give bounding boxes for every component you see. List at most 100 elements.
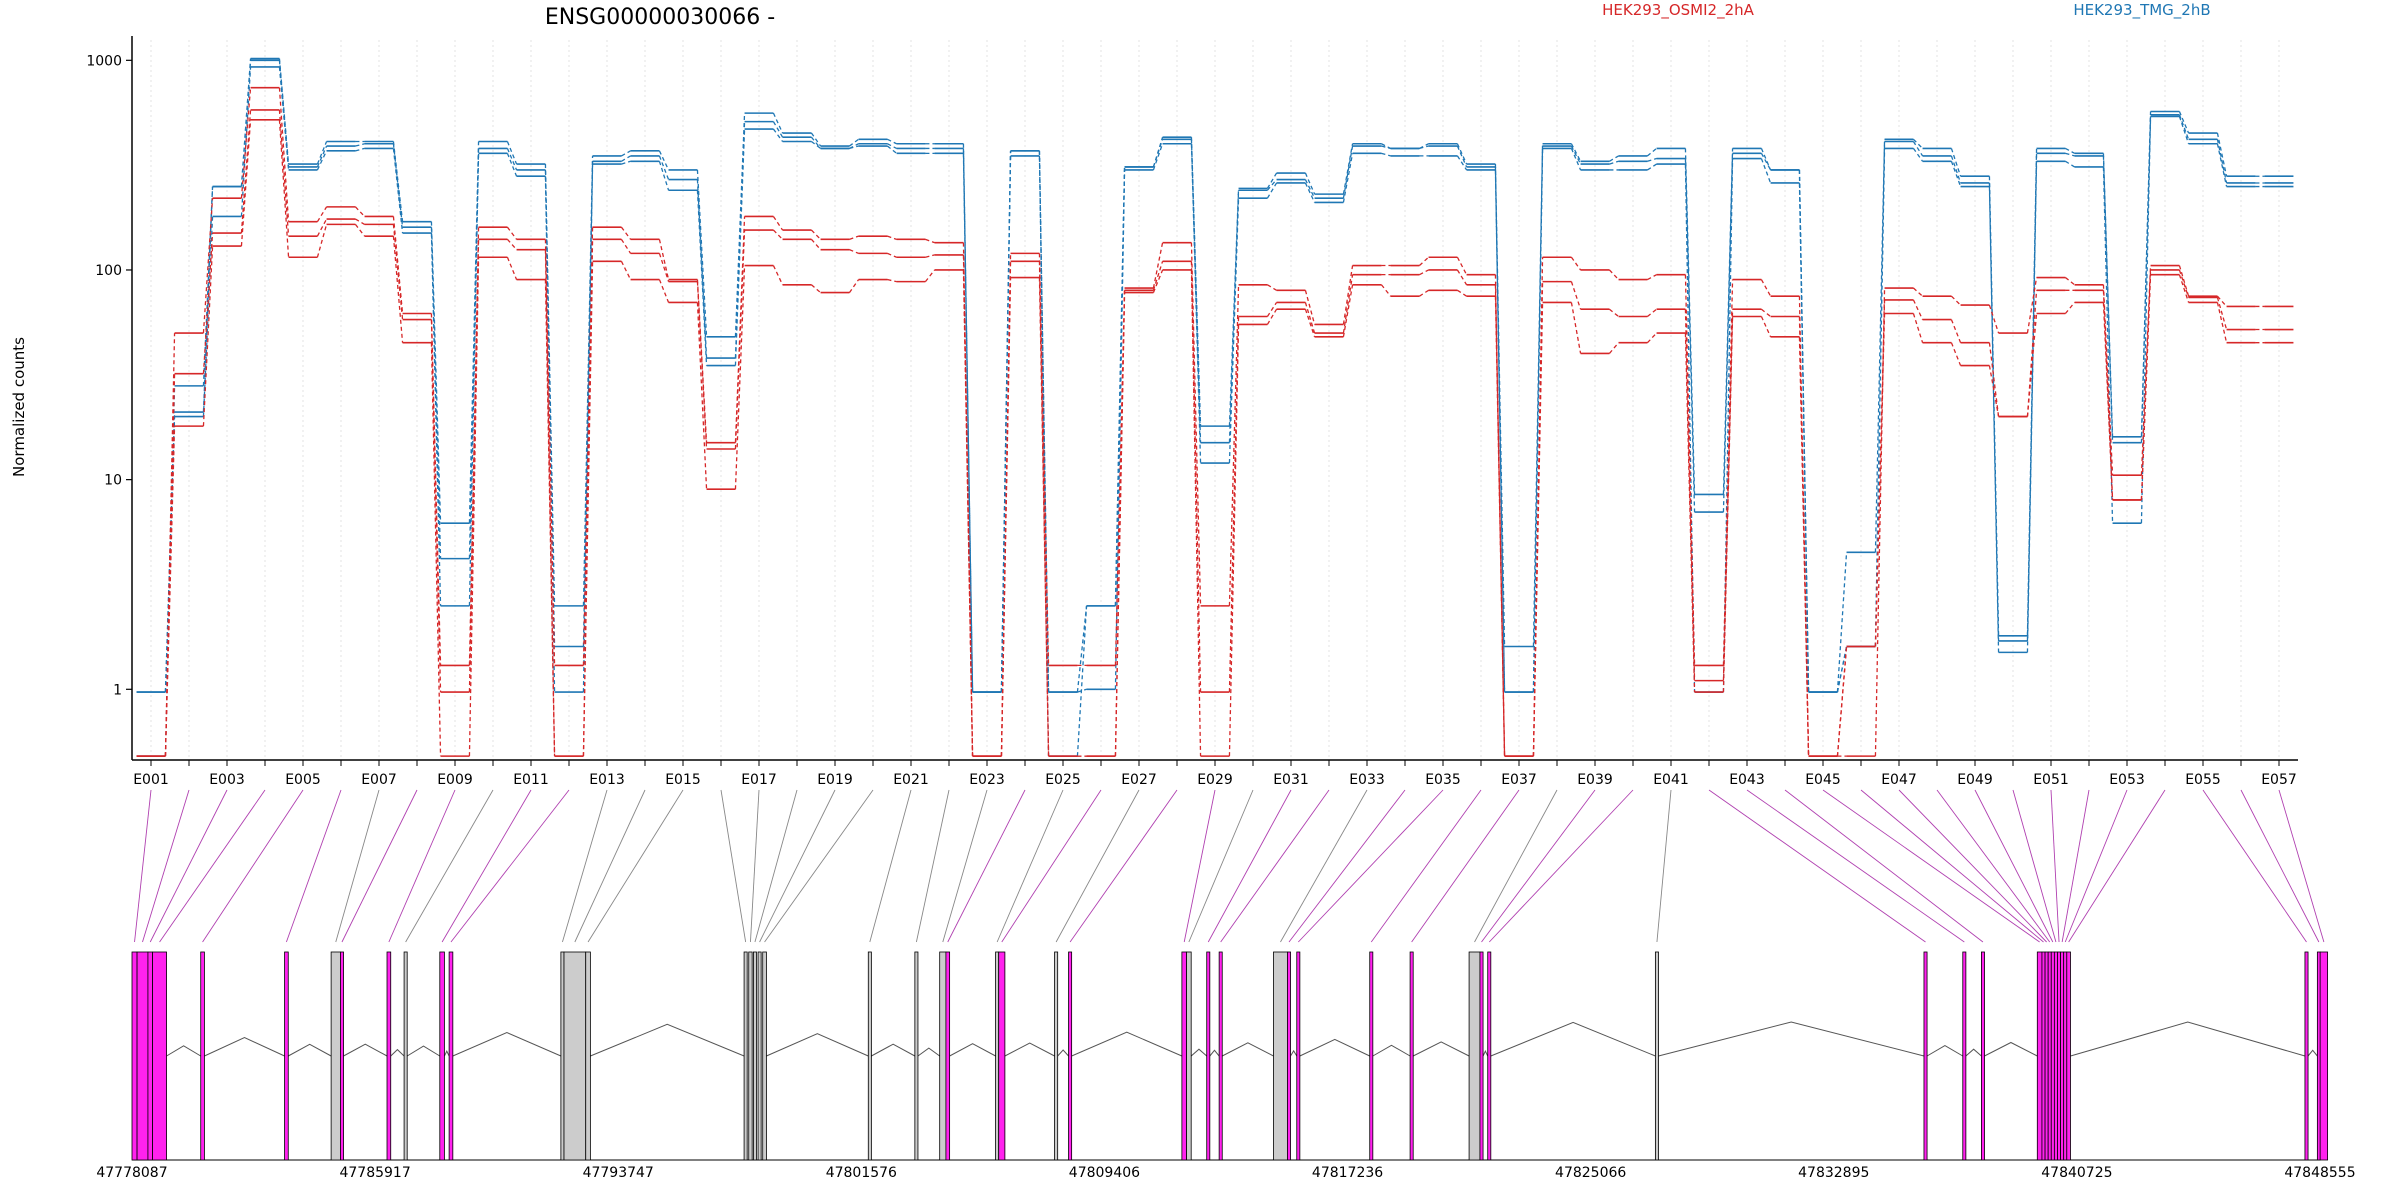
connector-E001 <box>134 789 152 943</box>
exon-box-E055 <box>2304 951 2309 1161</box>
exon-box-E047 <box>2044 951 2049 1161</box>
transition-HEK293_OSMI2_2hA-E017 <box>772 229 784 240</box>
intron-E042 <box>1926 1044 1964 1057</box>
exon-box-E013 <box>560 951 565 1161</box>
intron-E009 <box>390 1048 405 1057</box>
transition-HEK293_TMG_2hB-E041 <box>1684 158 1696 513</box>
transition-HEK293_OSMI2_2hA-E039 <box>1608 269 1620 281</box>
transition-HEK293_OSMI2_2hA-E013 <box>620 261 632 280</box>
transition-HEK293_TMG_2hB-E020 <box>887 138 897 145</box>
transition-HEK293_TMG_2hB-E030 <box>1266 172 1278 189</box>
transition-HEK293_TMG_2hB-E002 <box>202 186 214 386</box>
transition-HEK293_TMG_2hB-E048 <box>1950 155 1962 184</box>
exon-box-E034 <box>1287 951 1291 1161</box>
transition-HEK293_TMG_2hB-E046 <box>1874 139 1886 553</box>
exon-box-E006 <box>284 951 289 1161</box>
intron-E008 <box>343 1043 388 1057</box>
exon-box-E054 <box>2066 951 2071 1161</box>
exon-box-E031 <box>1206 951 1211 1161</box>
exon-box-E043 <box>1962 951 1967 1161</box>
exon-box-E053 <box>2063 951 2068 1161</box>
connector-E051 <box>2050 789 2060 943</box>
intron-E021 <box>871 1043 916 1057</box>
y-tick-label-10: 10 <box>104 473 122 489</box>
connector-E056 <box>2240 789 2320 943</box>
transition-HEK293_OSMI2_2hA-E029 <box>1228 284 1240 606</box>
intron-E010 <box>406 1045 441 1057</box>
connector-E038 <box>1474 789 1558 943</box>
exon-box-E032 <box>1218 951 1223 1161</box>
transition-HEK293_OSMI2_2hA-E040 <box>1647 308 1657 317</box>
coordinate-label-47817236: 47817236 <box>1312 1165 1383 1181</box>
transition-HEK293_TMG_2hB-E001 <box>164 416 176 693</box>
transition-HEK293_OSMI2_2hA-E017 <box>772 265 784 286</box>
transition-HEK293_OSMI2_2hA-E005 <box>316 218 328 237</box>
transition-HEK293_TMG_2hB-E023 <box>1000 150 1012 693</box>
transition-HEK293_TMG_2hB-E020 <box>887 145 897 154</box>
transition-HEK293_TMG_2hB-E008 <box>430 227 442 559</box>
transition-HEK293_OSMI2_2hA-E032 <box>1342 284 1354 337</box>
connector-E049 <box>1974 789 2054 943</box>
x-tick-label-E021: E021 <box>893 772 929 788</box>
transition-HEK293_OSMI2_2hA-E032 <box>1342 265 1354 325</box>
transition-HEK293_OSMI2_2hA-E034 <box>1419 269 1429 276</box>
transition-HEK293_TMG_2hB-E040 <box>1647 147 1657 157</box>
exon-box-E008 <box>340 951 344 1161</box>
transition-HEK293_TMG_2hB-E032 <box>1342 145 1354 199</box>
transition-HEK293_TMG_2hB-E010 <box>506 153 518 177</box>
connector-E018 <box>754 789 798 943</box>
transition-HEK293_OSMI2_2hA-E026 <box>1114 292 1126 757</box>
transition-HEK293_TMG_2hB-E055 <box>2216 143 2228 187</box>
transition-HEK293_TMG_2hB-E047 <box>1912 148 1924 162</box>
connector-E009 <box>388 789 456 943</box>
y-tick-label-100: 100 <box>95 263 122 279</box>
transition-HEK293_TMG_2hB-E017 <box>772 128 784 142</box>
transition-HEK293_OSMI2_2hA-E051 <box>2064 302 2076 314</box>
transition-HEK293_OSMI2_2hA-E008 <box>430 319 442 693</box>
transition-HEK293_OSMI2_2hA-E034 <box>1419 256 1429 267</box>
transition-HEK293_TMG_2hB-E011 <box>544 176 556 693</box>
coordinate-label-47848555: 47848555 <box>2284 1165 2355 1181</box>
x-tick-label-E045: E045 <box>1805 772 1841 788</box>
transition-HEK293_TMG_2hB-E017 <box>772 121 784 138</box>
x-tick-label-E031: E031 <box>1273 772 1309 788</box>
exon-box-E010 <box>403 951 408 1161</box>
connector-E031 <box>1207 789 1292 943</box>
intron-E037 <box>1412 1041 1470 1057</box>
transition-HEK293_OSMI2_2hA-E006 <box>354 223 366 237</box>
transition-HEK293_TMG_2hB-E042 <box>1722 153 1734 513</box>
connector-E002 <box>142 789 190 943</box>
transition-HEK293_TMG_2hB-E013 <box>621 160 631 165</box>
x-tick-label-E007: E007 <box>361 772 397 788</box>
transition-HEK293_OSMI2_2hA-E029 <box>1228 316 1240 693</box>
vertical-gridlines <box>150 40 2280 760</box>
transition-HEK293_TMG_2hB-E036 <box>1494 169 1506 693</box>
transition-HEK293_OSMI2_2hA-E004 <box>278 109 290 237</box>
transition-HEK293_OSMI2_2hA-E043 <box>1761 308 1771 317</box>
transition-HEK293_TMG_2hB-E025 <box>1076 605 1088 693</box>
exon-box-E033 <box>1273 951 1288 1161</box>
transition-HEK293_TMG_2hB-E045 <box>1836 552 1848 693</box>
x-tick-label-E025: E025 <box>1045 772 1081 788</box>
transition-HEK293_OSMI2_2hA-E016 <box>734 230 746 450</box>
connector-E017 <box>749 789 760 943</box>
transition-HEK293_OSMI2_2hA-E023 <box>1000 277 1012 757</box>
connector-E024 <box>947 789 1026 943</box>
transition-HEK293_OSMI2_2hA-E012 <box>582 261 594 757</box>
transition-HEK293_OSMI2_2hA-E018 <box>810 229 822 240</box>
y-axis-title: Normalized counts <box>10 337 28 477</box>
transition-HEK293_OSMI2_2hA-E049 <box>1988 342 2000 417</box>
transition-HEK293_OSMI2_2hA-E006 <box>355 218 365 225</box>
transition-HEK293_TMG_2hB-E055 <box>2216 139 2228 184</box>
transition-HEK293_OSMI2_2hA-E038 <box>1570 256 1582 271</box>
transition-HEK293_OSMI2_2hA-E024 <box>1038 253 1050 666</box>
exon-box-E041 <box>1654 951 1659 1161</box>
transition-HEK293_TMG_2hB-E041 <box>1684 148 1696 495</box>
transition-HEK293_OSMI2_2hA-E004 <box>278 119 290 258</box>
exon-box-E051 <box>2057 951 2061 1161</box>
intron-E041 <box>1658 1021 1925 1057</box>
transition-HEK293_TMG_2hB-E054 <box>2178 114 2190 140</box>
legend-entry-osmi2: HEK293_OSMI2_2hA <box>1602 1 1755 20</box>
connector-E046 <box>1860 789 2044 943</box>
